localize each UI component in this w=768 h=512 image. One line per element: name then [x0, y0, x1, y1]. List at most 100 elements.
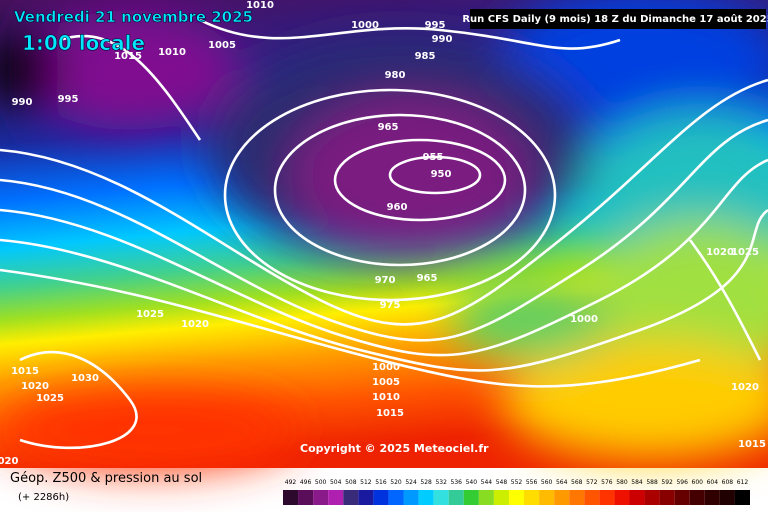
color-swatch: [328, 490, 344, 505]
legend-level: 584: [631, 479, 643, 486]
isobar-label: 1025: [731, 247, 759, 258]
legend-level: 520: [390, 479, 402, 486]
legend-level: 500: [315, 479, 327, 486]
legend-level: 552: [511, 479, 523, 486]
color-swatch: [599, 490, 615, 505]
legend-level: 516: [375, 479, 387, 486]
isobar-label: 975: [380, 300, 401, 311]
color-swatch: [629, 490, 645, 505]
legend-level: 612: [737, 479, 749, 486]
color-swatch: [418, 490, 434, 505]
color-swatch: [659, 490, 675, 505]
isobar-label: 990: [432, 34, 453, 45]
isobar-label: 1000: [351, 20, 379, 31]
isobars: [0, 18, 768, 450]
color-swatch: [704, 490, 720, 505]
color-swatch: [689, 490, 705, 505]
legend-level: 564: [556, 479, 568, 486]
legend-level: 596: [676, 479, 688, 486]
legend-level: 576: [601, 479, 613, 486]
isobar-label: 955: [423, 152, 444, 163]
isobar-label: 950: [431, 169, 452, 180]
color-swatch: [569, 490, 585, 505]
isobar-label: 1010: [372, 392, 400, 403]
legend-level: 568: [571, 479, 583, 486]
legend-level: 528: [420, 479, 432, 486]
isobar-label: 1010: [158, 47, 186, 58]
legend-level: 504: [330, 479, 342, 486]
isobar-label: 960: [387, 202, 408, 213]
run-info: Run CFS Daily (9 mois) 18 Z du Dimanche …: [462, 13, 768, 25]
legend-level: 600: [692, 479, 704, 486]
isobar-label: 1020: [21, 381, 49, 392]
isobar-label: 1015: [376, 408, 404, 419]
color-swatch: [614, 490, 630, 505]
footer-lead: (+ 2286h): [18, 492, 69, 503]
color-swatch: [719, 490, 735, 505]
isobar-label: 995: [425, 20, 446, 31]
color-swatch: [388, 490, 404, 505]
color-swatch: [644, 490, 660, 505]
isobar-label: 1000: [372, 362, 400, 373]
isobar-label: 1020: [706, 247, 734, 258]
color-swatch: [674, 490, 690, 505]
color-swatch: [403, 490, 419, 505]
legend-level: 580: [616, 479, 628, 486]
isobar-label: 1025: [36, 393, 64, 404]
color-swatch: [298, 490, 314, 505]
isobar-label: 965: [417, 273, 438, 284]
color-swatch: [448, 490, 464, 505]
color-swatch: [493, 490, 509, 505]
legend-level: 608: [722, 479, 734, 486]
isobar-label: 965: [378, 122, 399, 133]
legend-level: 496: [300, 479, 312, 486]
footer-title: Géop. Z500 & pression au sol: [10, 471, 202, 486]
forecast-date: Vendredi 21 novembre 2025: [14, 8, 253, 26]
isobar-label: 1015: [114, 51, 142, 62]
color-swatch: [358, 490, 374, 505]
legend-level: 512: [360, 479, 372, 486]
color-swatch: [433, 490, 449, 505]
forecast-time: 1:00 locale: [22, 31, 145, 55]
color-swatch: [313, 490, 329, 505]
legend-level: 572: [586, 479, 598, 486]
isobar-label: 985: [415, 51, 436, 62]
isobar-label: 1000: [570, 314, 598, 325]
color-swatch: [283, 490, 299, 505]
isobar-label: 1025: [136, 309, 164, 320]
isobar-label: 1005: [208, 40, 236, 51]
isobar-label: 970: [375, 275, 396, 286]
legend-level: 524: [405, 479, 417, 486]
legend-level: 588: [646, 479, 658, 486]
legend-level: 544: [481, 479, 493, 486]
isobar-label: 1030: [71, 373, 99, 384]
isobar-label: 995: [58, 94, 79, 105]
legend-level: 532: [435, 479, 447, 486]
color-swatch: [508, 490, 525, 505]
isobar-label: 1015: [738, 439, 766, 450]
isobar-label: 1005: [372, 377, 400, 388]
color-swatch: [343, 490, 359, 505]
isobar-label: 990: [12, 97, 33, 108]
copyright: Copyright © 2025 Meteociel.fr: [300, 442, 489, 455]
isobar-label: 1015: [11, 366, 39, 377]
legend-level: 604: [707, 479, 719, 486]
legend-level: 560: [541, 479, 553, 486]
legend-level: 592: [661, 479, 673, 486]
isobar-label: 1020: [731, 382, 759, 393]
legend-level: 548: [496, 479, 508, 486]
legend-level: 508: [345, 479, 357, 486]
color-swatch: [584, 490, 600, 505]
legend-level: 492: [285, 479, 297, 486]
isobar-label: 980: [385, 70, 406, 81]
color-swatch: [478, 490, 494, 505]
legend-level: 556: [526, 479, 538, 486]
color-swatch: [524, 490, 540, 505]
color-swatch: [463, 490, 479, 505]
legend-level: 536: [451, 479, 463, 486]
legend-level: 540: [466, 479, 478, 486]
color-swatch: [539, 490, 555, 505]
color-swatch: [734, 490, 750, 505]
color-swatch: [373, 490, 389, 505]
